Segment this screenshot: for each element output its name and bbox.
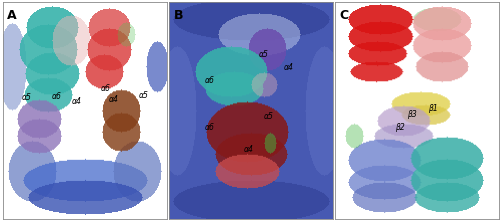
Text: β3: β3 xyxy=(406,110,416,119)
Text: α6: α6 xyxy=(204,76,214,85)
Text: C: C xyxy=(340,9,348,22)
Text: A: A xyxy=(8,9,17,22)
Text: α6: α6 xyxy=(204,123,214,132)
Text: α6: α6 xyxy=(101,84,111,93)
Text: α5: α5 xyxy=(138,91,148,100)
Text: α4: α4 xyxy=(284,63,293,72)
Text: α5: α5 xyxy=(258,50,268,59)
Text: β1: β1 xyxy=(428,104,438,113)
Text: β2: β2 xyxy=(395,123,405,132)
Text: α6: α6 xyxy=(52,92,62,101)
Text: α5: α5 xyxy=(22,93,32,102)
Text: α4: α4 xyxy=(244,145,254,154)
Text: B: B xyxy=(174,9,183,22)
Text: α5: α5 xyxy=(264,112,274,122)
Text: α4: α4 xyxy=(109,95,119,104)
Text: α4: α4 xyxy=(72,97,82,106)
